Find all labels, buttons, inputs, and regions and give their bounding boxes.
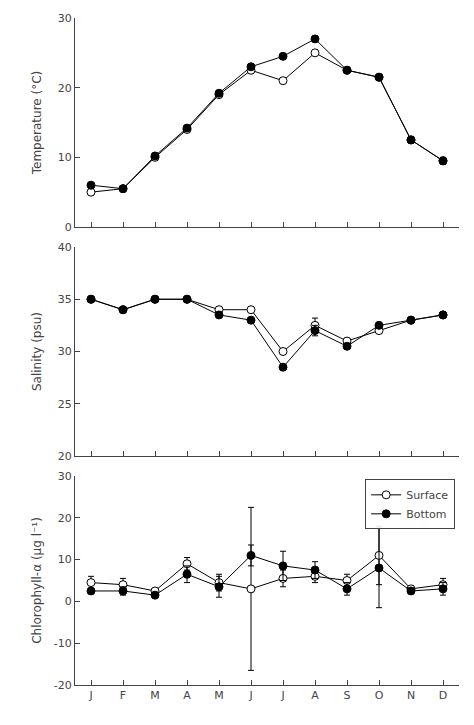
- svg-text:35: 35: [58, 293, 72, 306]
- svg-text:Surface: Surface: [406, 489, 448, 502]
- svg-text:30: 30: [58, 12, 72, 25]
- svg-text:Bottom: Bottom: [406, 508, 446, 521]
- svg-text:Salinity (psu): Salinity (psu): [30, 312, 44, 391]
- svg-text:M: M: [214, 689, 224, 702]
- svg-text:25: 25: [58, 398, 72, 411]
- svg-text:O: O: [375, 689, 384, 702]
- svg-text:0: 0: [65, 595, 72, 608]
- svg-text:-10: -10: [54, 637, 72, 650]
- svg-text:40: 40: [58, 241, 72, 254]
- svg-text:M: M: [150, 689, 160, 702]
- svg-text:0: 0: [65, 221, 72, 234]
- svg-text:30: 30: [58, 470, 72, 483]
- svg-text:20: 20: [58, 512, 72, 525]
- svg-text:A: A: [183, 689, 191, 702]
- svg-text:J: J: [88, 689, 92, 702]
- svg-text:10: 10: [58, 151, 72, 164]
- svg-text:30: 30: [58, 345, 72, 358]
- svg-text:10: 10: [58, 553, 72, 566]
- svg-text:F: F: [120, 689, 126, 702]
- svg-text:J: J: [248, 689, 252, 702]
- svg-text:D: D: [439, 689, 447, 702]
- svg-text:Chlorophyll-α (μg l⁻¹): Chlorophyll-α (μg l⁻¹): [30, 517, 44, 644]
- svg-text:S: S: [344, 689, 351, 702]
- svg-text:20: 20: [58, 450, 72, 463]
- svg-text:-20: -20: [54, 679, 72, 692]
- svg-text:J: J: [280, 689, 284, 702]
- svg-text:20: 20: [58, 82, 72, 95]
- svg-text:A: A: [311, 689, 319, 702]
- svg-text:Temperature (°C): Temperature (°C): [30, 71, 44, 176]
- svg-text:N: N: [407, 689, 415, 702]
